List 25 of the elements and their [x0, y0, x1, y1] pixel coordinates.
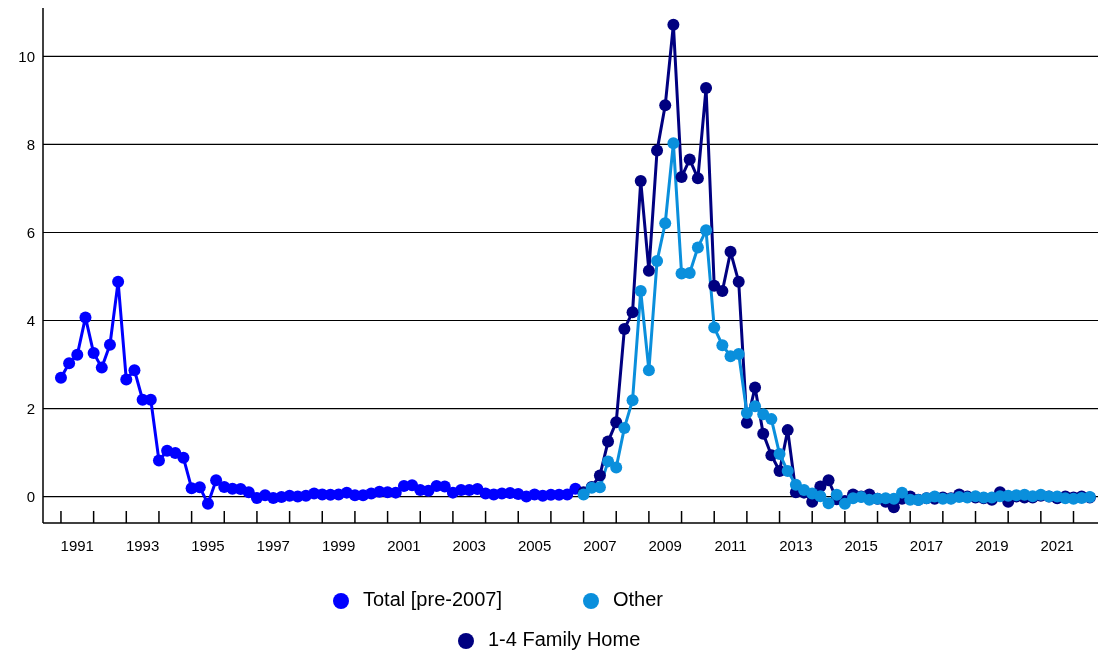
- y-tick-label: 0: [26, 487, 35, 505]
- x-tick-label: 2001: [387, 537, 421, 554]
- x-tick-label: 1997: [256, 537, 290, 554]
- x-tick-label: 2009: [648, 537, 682, 554]
- x-tick-label: 2013: [779, 537, 813, 554]
- y-tick-label: 4: [26, 311, 35, 329]
- x-tick-label: 2017: [909, 537, 944, 554]
- x-tick-label: 2021: [1040, 537, 1074, 554]
- legend-label: Other: [612, 587, 665, 612]
- x-tick-label: 1995: [191, 537, 225, 554]
- x-tick-label: 2005: [517, 537, 552, 554]
- legend-label: Total [pre-2007]: [362, 587, 503, 612]
- x-tick-label: 1993: [125, 537, 160, 554]
- x-tick-label: 2011: [714, 537, 747, 554]
- y-tick-label: 10: [18, 47, 35, 65]
- x-tick-label: 1999: [321, 537, 356, 554]
- x-tick-label: 1991: [60, 537, 94, 554]
- x-tick-label: 2003: [452, 537, 486, 554]
- y-tick-label: 8: [26, 135, 35, 153]
- y-tick-label: 2: [26, 399, 35, 417]
- x-tick-label: 2019: [975, 537, 1009, 554]
- x-tick-label: 2015: [844, 537, 878, 554]
- legend-label: 1-4 Family Home: [487, 627, 642, 652]
- y-tick-label: 6: [26, 223, 35, 241]
- x-tick-label: 2007: [583, 537, 617, 554]
